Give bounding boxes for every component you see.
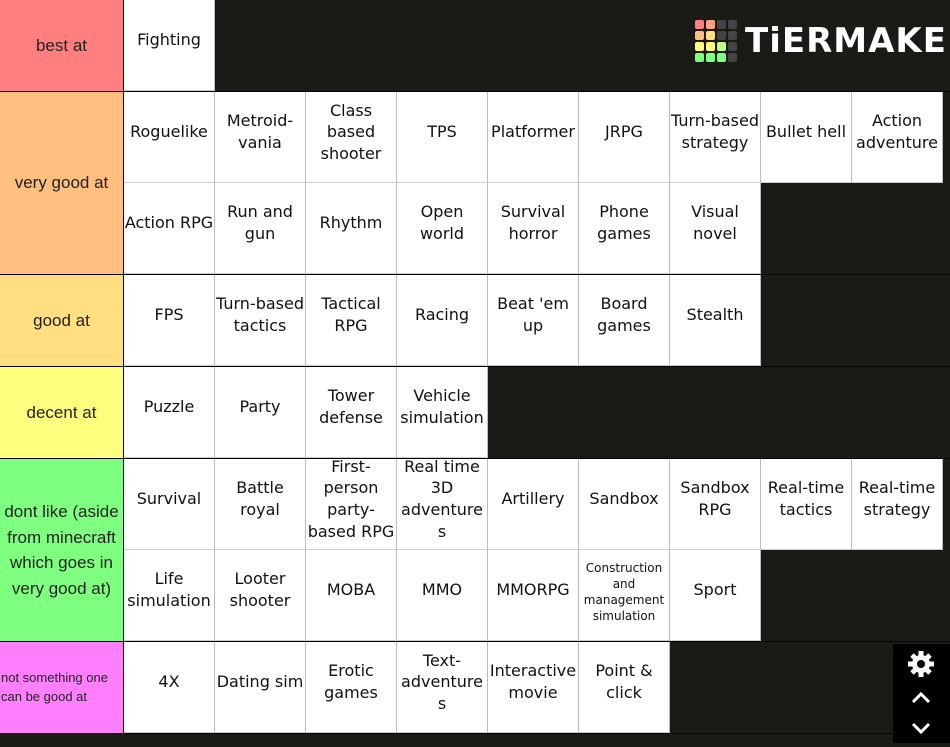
- tier-items: Roguelike Metroid-vania Class based shoote…: [124, 92, 949, 274]
- tier-row: decent at Puzzle Party Tower defense Vehicle…: [0, 367, 950, 459]
- tier-items: Puzzle Party Tower defense Vehicle simulati…: [124, 367, 949, 458]
- tier-item[interactable]: Real time 3D adventures: [397, 457, 488, 550]
- tier-item[interactable]: Phone games: [579, 183, 670, 274]
- tier-item[interactable]: Action adventure: [852, 92, 943, 183]
- tier-label: not something one can be good at: [0, 642, 124, 733]
- tier-item[interactable]: JRPG: [579, 92, 670, 183]
- tier-item[interactable]: Roguelike: [124, 92, 215, 183]
- tier-item[interactable]: Point & click: [579, 642, 670, 733]
- tier-item[interactable]: Party: [215, 367, 306, 458]
- move-down-button[interactable]: [911, 722, 931, 735]
- tier-item[interactable]: Puzzle: [124, 367, 215, 458]
- tier-item[interactable]: Erotic games: [306, 642, 397, 733]
- tier-item[interactable]: Rhythm: [306, 183, 397, 274]
- tier-label: good at: [0, 275, 124, 366]
- tier-item[interactable]: Open world: [397, 183, 488, 274]
- toolbar-icons: [908, 651, 934, 735]
- tier-items: 4X Dating sim Erotic games Text-adventures I…: [124, 642, 949, 733]
- tier-item[interactable]: Sandbox: [579, 459, 670, 550]
- tier-item[interactable]: Sandbox RPG: [670, 459, 761, 550]
- logo: TiERMAKER: [695, 20, 950, 62]
- move-up-button[interactable]: [911, 691, 931, 704]
- tier-item[interactable]: Platformer: [488, 92, 579, 183]
- tier-label: dont like (aside from minecraft which go…: [0, 459, 124, 641]
- tier-item[interactable]: Turn-based tactics: [215, 275, 306, 366]
- tier-label: very good at: [0, 92, 124, 274]
- tier-item[interactable]: MMORPG: [488, 550, 579, 641]
- tier-row: not something one can be good at 4X Dating…: [0, 642, 950, 734]
- tier-item[interactable]: Looter shooter: [215, 550, 306, 641]
- tier-item[interactable]: Class based shooter: [306, 92, 397, 183]
- tier-item[interactable]: Survival: [124, 459, 215, 550]
- tier-label: decent at: [0, 367, 124, 458]
- logo-text: TiERMAKER: [745, 21, 950, 61]
- tier-item[interactable]: Artillery: [488, 459, 579, 550]
- tier-item[interactable]: Tower defense: [306, 367, 397, 458]
- tier-row: dont like (aside from minecraft which go…: [0, 457, 950, 642]
- tier-item[interactable]: MMO: [397, 550, 488, 641]
- tier-item[interactable]: Real-time strategy: [852, 459, 943, 550]
- tier-item[interactable]: Run and gun: [215, 183, 306, 274]
- tier-item[interactable]: 4X: [124, 642, 215, 733]
- tier-item[interactable]: Real-time tactics: [761, 459, 852, 550]
- tier-item[interactable]: TPS: [397, 92, 488, 183]
- tier-item[interactable]: Beat 'em up: [488, 275, 579, 366]
- tier-row: best at Fighting: [0, 0, 950, 92]
- tier-item[interactable]: Board games: [579, 275, 670, 366]
- tier-item[interactable]: Dating sim: [215, 642, 306, 733]
- tier-item[interactable]: Construction and management simulation: [579, 550, 670, 641]
- tier-item[interactable]: Vehicle simulation: [397, 367, 488, 458]
- settings-button[interactable]: [908, 651, 934, 677]
- logo-icon: [695, 20, 737, 62]
- tier-item[interactable]: Bullet hell: [761, 92, 852, 183]
- toolbar: [893, 644, 950, 743]
- tier-item[interactable]: Metroid-vania: [215, 92, 306, 183]
- tier-item[interactable]: MOBA: [306, 550, 397, 641]
- tier-item[interactable]: Text-adventures: [397, 642, 488, 733]
- tier-item[interactable]: Interactive movie: [488, 642, 579, 733]
- tier-item[interactable]: FPS: [124, 275, 215, 366]
- tier-row: good at FPS Turn-based tactics Tactical RPG…: [0, 275, 950, 367]
- tier-item[interactable]: Racing: [397, 275, 488, 366]
- tier-item[interactable]: Battle royal: [215, 459, 306, 550]
- tier-item[interactable]: First-person party-based RPG: [306, 457, 397, 550]
- tier-row: very good at Roguelike Metroid-vania Class …: [0, 92, 950, 275]
- tier-item[interactable]: Action RPG: [124, 183, 215, 274]
- tier-label: best at: [0, 0, 124, 91]
- tier-item[interactable]: Tactical RPG: [306, 275, 397, 366]
- tier-item[interactable]: Life simulation: [124, 550, 215, 641]
- tier-item[interactable]: Visual novel: [670, 183, 761, 274]
- tier-item[interactable]: Fighting: [124, 0, 215, 91]
- tier-item[interactable]: Stealth: [670, 275, 761, 366]
- tier-items: Fighting: [124, 0, 949, 91]
- tier-item[interactable]: Turn-based strategy: [670, 92, 761, 183]
- tier-items: Survival Battle royal First-person party-b…: [124, 457, 949, 641]
- tier-item[interactable]: Sport: [670, 550, 761, 641]
- tier-item[interactable]: Survival horror: [488, 183, 579, 274]
- tier-items: FPS Turn-based tactics Tactical RPG Racing B…: [124, 275, 949, 366]
